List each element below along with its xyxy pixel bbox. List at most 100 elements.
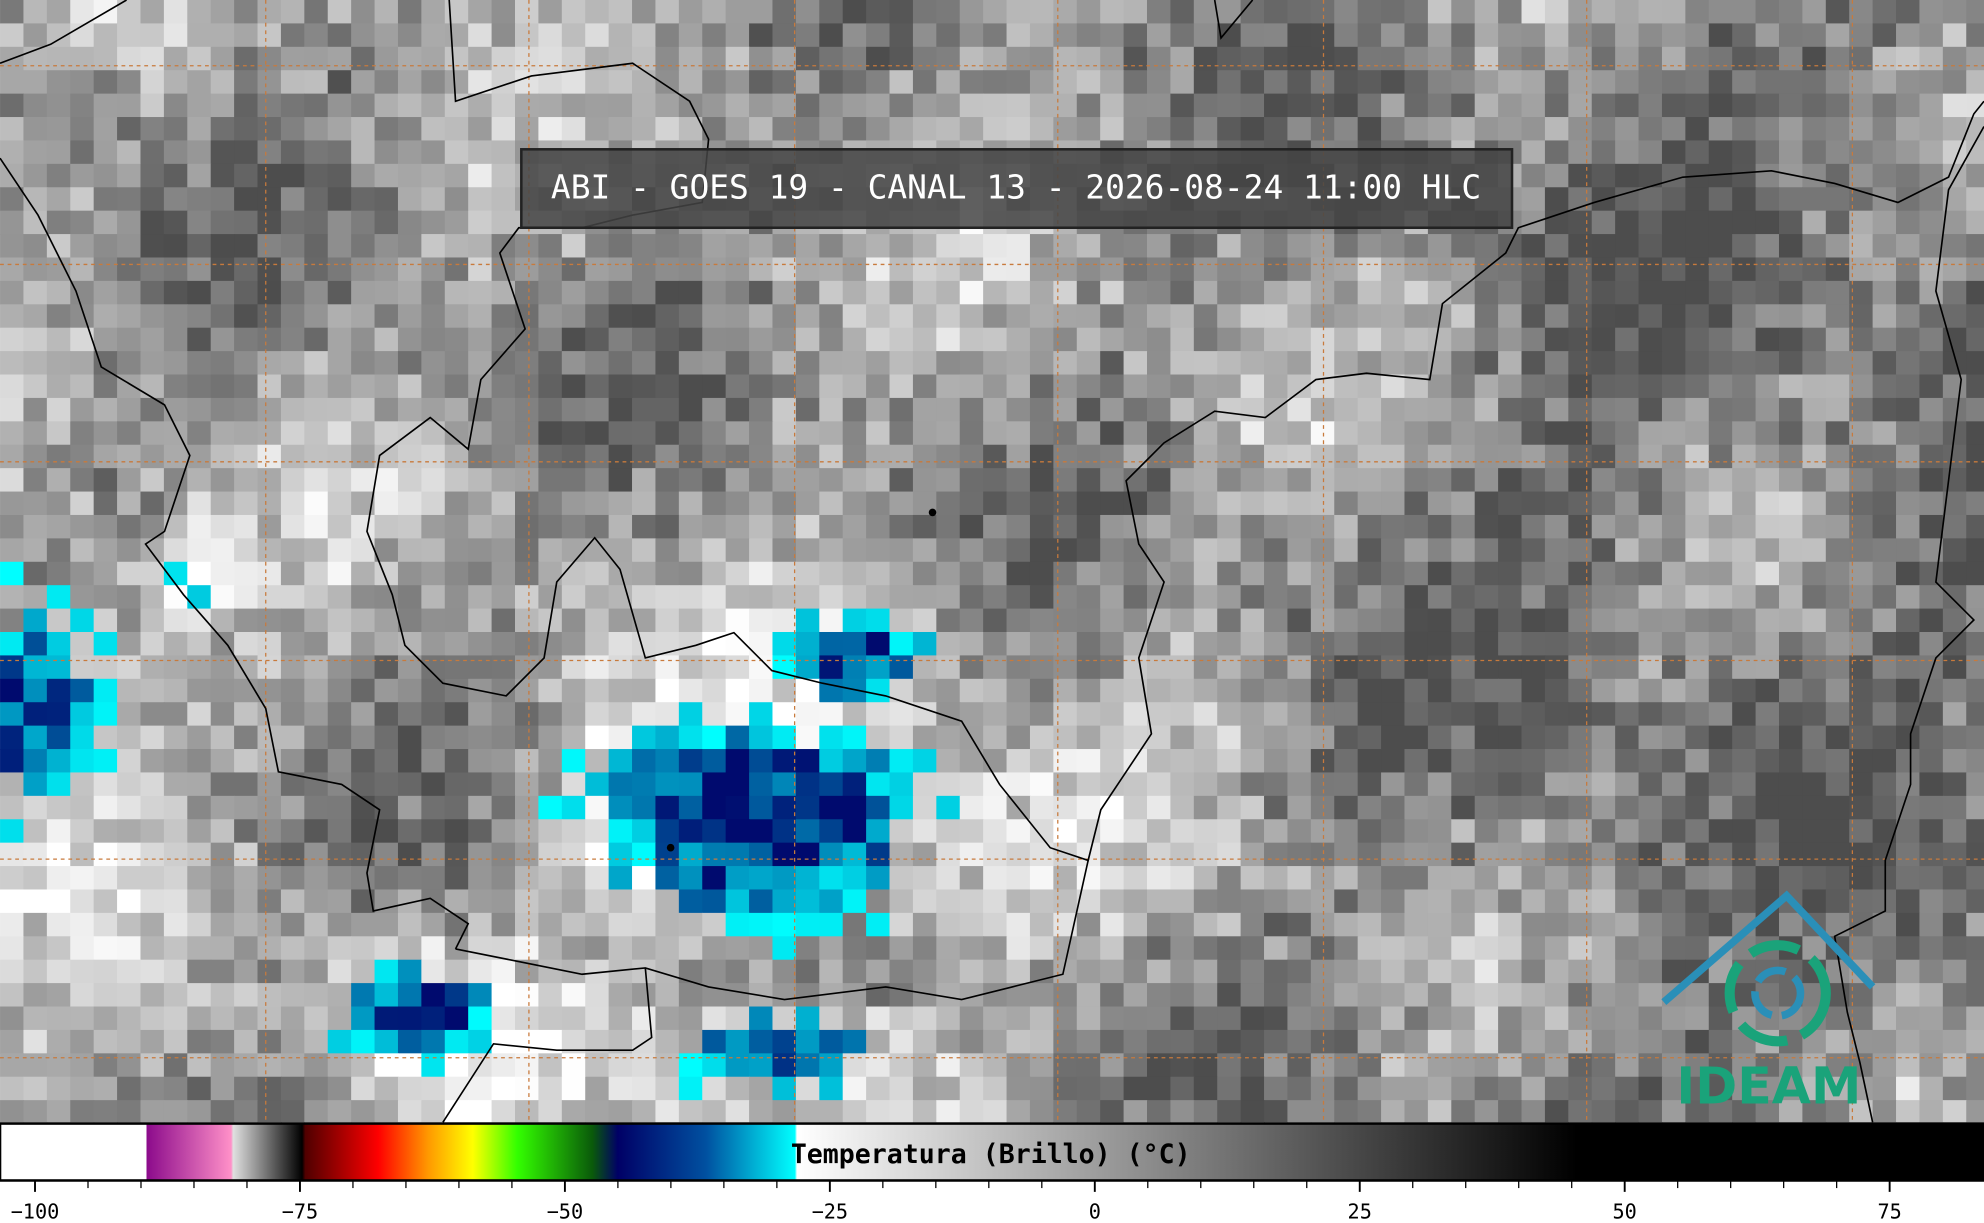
pixel	[608, 491, 633, 516]
pixel	[959, 280, 984, 305]
pixel	[1755, 842, 1780, 867]
pixel	[210, 23, 235, 48]
pixel	[1451, 0, 1476, 25]
pixel	[23, 983, 48, 1008]
pixel	[1591, 585, 1616, 610]
pixel	[1568, 772, 1593, 797]
pixel	[1498, 327, 1523, 352]
pixel	[1076, 772, 1101, 797]
pixel	[397, 912, 423, 937]
pixel	[1287, 327, 1312, 352]
pixel	[1872, 304, 1897, 329]
pixel	[1029, 1006, 1054, 1031]
pixel	[1685, 655, 1710, 680]
pixel	[1287, 538, 1312, 563]
pixel	[912, 866, 937, 891]
pixel	[327, 655, 352, 680]
pixel	[983, 1029, 1008, 1054]
pixel	[1568, 1006, 1593, 1031]
pixel	[70, 93, 95, 118]
pixel	[1451, 491, 1476, 516]
pixel	[889, 93, 914, 118]
pixel	[1006, 1100, 1031, 1123]
pixel	[421, 421, 446, 446]
pixel	[819, 70, 844, 95]
pixel	[585, 819, 610, 844]
pixel	[655, 912, 680, 937]
pixel	[140, 0, 165, 25]
pixel	[257, 702, 282, 727]
pixel	[1076, 1029, 1101, 1054]
pixel	[468, 702, 493, 727]
pixel	[632, 327, 657, 352]
pixel	[1942, 210, 1967, 235]
pixel	[117, 163, 142, 188]
pixel	[1474, 772, 1499, 797]
pixel	[70, 351, 95, 376]
pixel	[1591, 678, 1616, 703]
pixel	[1170, 397, 1195, 422]
pixel	[1264, 374, 1289, 399]
pixel	[983, 866, 1008, 891]
pixel	[1849, 23, 1874, 48]
pixel	[1778, 1076, 1804, 1101]
pixel	[795, 468, 820, 493]
pixel	[1896, 1100, 1921, 1123]
pixel	[163, 819, 188, 844]
pixel	[795, 70, 820, 95]
pixel	[1287, 889, 1312, 914]
pixel	[1521, 1029, 1546, 1054]
pixel	[1544, 444, 1569, 469]
pixel	[912, 0, 937, 25]
pixel	[725, 23, 750, 48]
pixel	[632, 491, 657, 516]
pixel	[421, 1076, 446, 1101]
pixel	[1287, 561, 1312, 586]
pixel	[912, 608, 937, 633]
pixel	[1661, 46, 1686, 71]
pixel	[912, 936, 937, 961]
pixel	[632, 936, 657, 961]
pixel	[1849, 93, 1874, 118]
pixel	[866, 514, 891, 540]
pixel	[1638, 1029, 1663, 1054]
pixel	[819, 889, 844, 914]
pixel	[187, 397, 212, 422]
pixel	[210, 1100, 235, 1123]
pixel	[1427, 1076, 1452, 1101]
pixel	[1053, 280, 1078, 305]
pixel	[1825, 702, 1850, 727]
pixel	[936, 280, 961, 305]
pixel	[1264, 866, 1289, 891]
pixel	[1802, 1076, 1827, 1101]
pixel	[1615, 772, 1640, 797]
pixel	[1615, 163, 1640, 188]
pixel	[702, 93, 727, 118]
pixel	[889, 1053, 914, 1078]
pixel	[866, 795, 891, 820]
pixel	[936, 725, 961, 750]
pixel	[140, 983, 165, 1008]
pixel	[234, 561, 259, 586]
pixel	[1849, 514, 1874, 540]
pixel	[1778, 23, 1804, 48]
pixel	[1498, 912, 1523, 937]
pixel	[1451, 468, 1476, 493]
pixel	[889, 702, 914, 727]
pixel	[608, 983, 633, 1008]
pixel	[632, 23, 657, 48]
pixel	[397, 725, 423, 750]
pixel	[1334, 117, 1359, 142]
pixel	[1872, 631, 1897, 657]
pixel	[280, 561, 305, 586]
pixel	[1732, 1100, 1757, 1123]
pixel	[1427, 538, 1452, 563]
pixel	[585, 280, 610, 305]
pixel	[1568, 280, 1593, 305]
pixel	[187, 889, 212, 914]
pixel	[1568, 725, 1593, 750]
pixel	[936, 561, 961, 586]
pixel	[163, 655, 188, 680]
pixel	[1942, 702, 1967, 727]
pixel	[1896, 70, 1921, 95]
